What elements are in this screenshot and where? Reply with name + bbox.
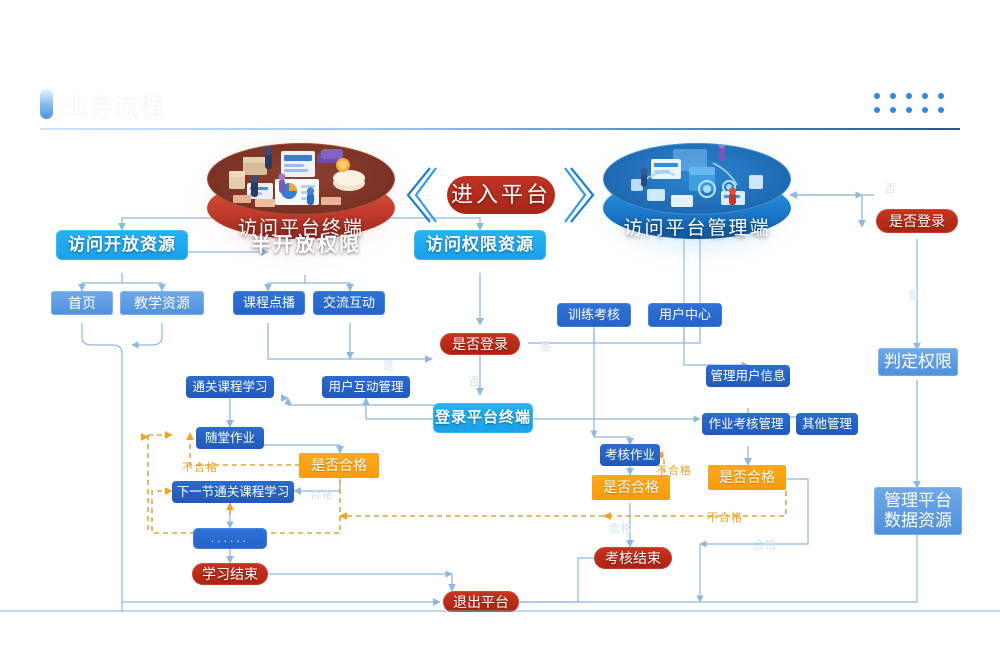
admin-label: 访问平台管理端 <box>623 218 771 239</box>
node-manage-platform-data[interactable]: 管理平台 数据资源 <box>874 487 962 535</box>
node-label: 学习结束 <box>202 565 258 582</box>
page-header: 业务流程 <box>40 87 165 121</box>
edge-label-yes-center: 是 <box>540 341 552 353</box>
node-label: 首页 <box>68 294 96 311</box>
node-exam-end[interactable]: 考核结束 <box>594 547 672 569</box>
node-user-interaction-mgmt[interactable]: 用户互动管理 <box>322 376 410 398</box>
chevron-left-icon <box>406 167 437 223</box>
node-classwork[interactable]: 随堂作业 <box>196 427 264 449</box>
node-exit-platform[interactable]: 退出平台 <box>443 591 519 612</box>
node-homework-exam-mgmt[interactable]: 作业考核管理 <box>702 413 790 435</box>
terminal-label: 访问平台终端 <box>237 218 364 239</box>
node-pass-course[interactable]: 通关课程学习 <box>186 376 274 398</box>
node-label: 随堂作业 <box>204 430 255 445</box>
node-course-vod[interactable]: 课程点播 <box>233 291 305 315</box>
node-label: 访问权限资源 <box>426 234 534 254</box>
node-label: 通关课程学习 <box>192 379 268 394</box>
node-label: 判定权限 <box>884 351 952 371</box>
node-is-login-right[interactable]: 是否登录 <box>876 209 958 233</box>
node-semi-open-permission: 半开放权限 <box>240 233 372 259</box>
node-label: 下一节通关课程学习 <box>176 484 290 499</box>
chevron-right-icon <box>564 167 595 223</box>
node-label: ...... <box>210 531 249 546</box>
dot-grid-icon <box>874 93 960 121</box>
node-label: 考核结束 <box>605 549 661 566</box>
node-label: 是否登录 <box>889 212 945 229</box>
terminal-scene-icon <box>229 147 365 207</box>
edge-label-fail-mid: 不合格 <box>656 465 692 477</box>
node-auth-resource[interactable]: 访问权限资源 <box>414 230 546 260</box>
edge-label-yes-right: 是 <box>908 290 920 302</box>
node-label: 教学资源 <box>134 294 190 311</box>
node-manage-user-info[interactable]: 管理用户信息 <box>706 365 790 387</box>
node-label: 退出平台 <box>453 593 509 610</box>
node-is-pass-right[interactable]: 是否合格 <box>708 465 786 490</box>
node-training-exam[interactable]: 训练考核 <box>557 303 631 327</box>
admin-scene-icon <box>631 145 763 207</box>
node-other-mgmt[interactable]: 其他管理 <box>796 413 858 435</box>
node-exam-work[interactable]: 考核作业 <box>600 444 660 466</box>
node-open-resource[interactable]: 访问开放资源 <box>56 230 188 260</box>
admin-illustration: 访问平台管理端 <box>589 129 805 253</box>
edge-label-no-right-top: 否 <box>885 183 897 195</box>
node-label: 课程点播 <box>242 295 295 311</box>
page-title: 业务流程 <box>65 93 165 119</box>
node-teaching-resource[interactable]: 教学资源 <box>120 291 204 315</box>
edge-label-pass-left: 合格 <box>310 489 334 501</box>
node-interaction[interactable]: 交流互动 <box>313 291 385 315</box>
node-home[interactable]: 首页 <box>51 291 113 315</box>
node-is-pass-left[interactable]: 是否合格 <box>299 453 379 478</box>
node-login-terminal[interactable]: 登录平台终端 <box>433 403 533 433</box>
node-judge-permission[interactable]: 判定权限 <box>878 348 958 376</box>
node-label: 作业考核管理 <box>708 416 784 431</box>
edge-label-pass-right: 合格 <box>753 539 777 551</box>
node-label: 是否合格 <box>719 469 775 486</box>
edge-label-fail-left: 不合格 <box>182 462 218 474</box>
node-label: 考核作业 <box>604 447 655 462</box>
node-next-course[interactable]: 下一节通关课程学习 <box>172 481 294 503</box>
node-label-line1: 管理平台 <box>884 490 952 510</box>
dark-panel: 业务流程 <box>0 25 1000 612</box>
terminal-illustration: 访问平台终端 <box>193 129 409 253</box>
node-label: 是否合格 <box>603 479 659 496</box>
edge-label-no-center: 否 <box>469 376 481 388</box>
rounded-bar-icon <box>40 89 53 119</box>
node-label: 训练考核 <box>567 307 620 323</box>
node-label: 用户互动管理 <box>328 379 404 394</box>
node-label: 是否合格 <box>311 457 367 474</box>
edge-label-fail-right: 不合格 <box>707 512 743 524</box>
node-label: 访问开放资源 <box>68 234 176 254</box>
node-is-pass-mid[interactable]: 是否合格 <box>592 475 670 500</box>
node-user-center[interactable]: 用户中心 <box>648 303 722 327</box>
node-ellipsis[interactable]: ...... <box>193 528 267 549</box>
node-label: 登录平台终端 <box>434 409 531 427</box>
enter-platform-label: 进入平台 <box>450 182 551 208</box>
edge-label-yes-upper: 是 <box>383 360 395 372</box>
node-study-end[interactable]: 学习结束 <box>192 563 268 585</box>
node-label: 半开放权限 <box>251 234 361 257</box>
node-label: 是否登录 <box>452 335 508 352</box>
node-label-line2: 数据资源 <box>884 511 952 530</box>
enter-platform-button[interactable]: 进入平台 <box>447 176 555 214</box>
node-label: 用户中心 <box>658 307 711 323</box>
node-is-login-center[interactable]: 是否登录 <box>440 333 520 355</box>
header-divider <box>40 128 960 130</box>
node-label: 管理用户信息 <box>710 368 786 383</box>
edge-label-pass-mid: 合格 <box>609 523 633 535</box>
node-label: 其他管理 <box>801 416 852 431</box>
node-label: 交流互动 <box>322 295 375 311</box>
